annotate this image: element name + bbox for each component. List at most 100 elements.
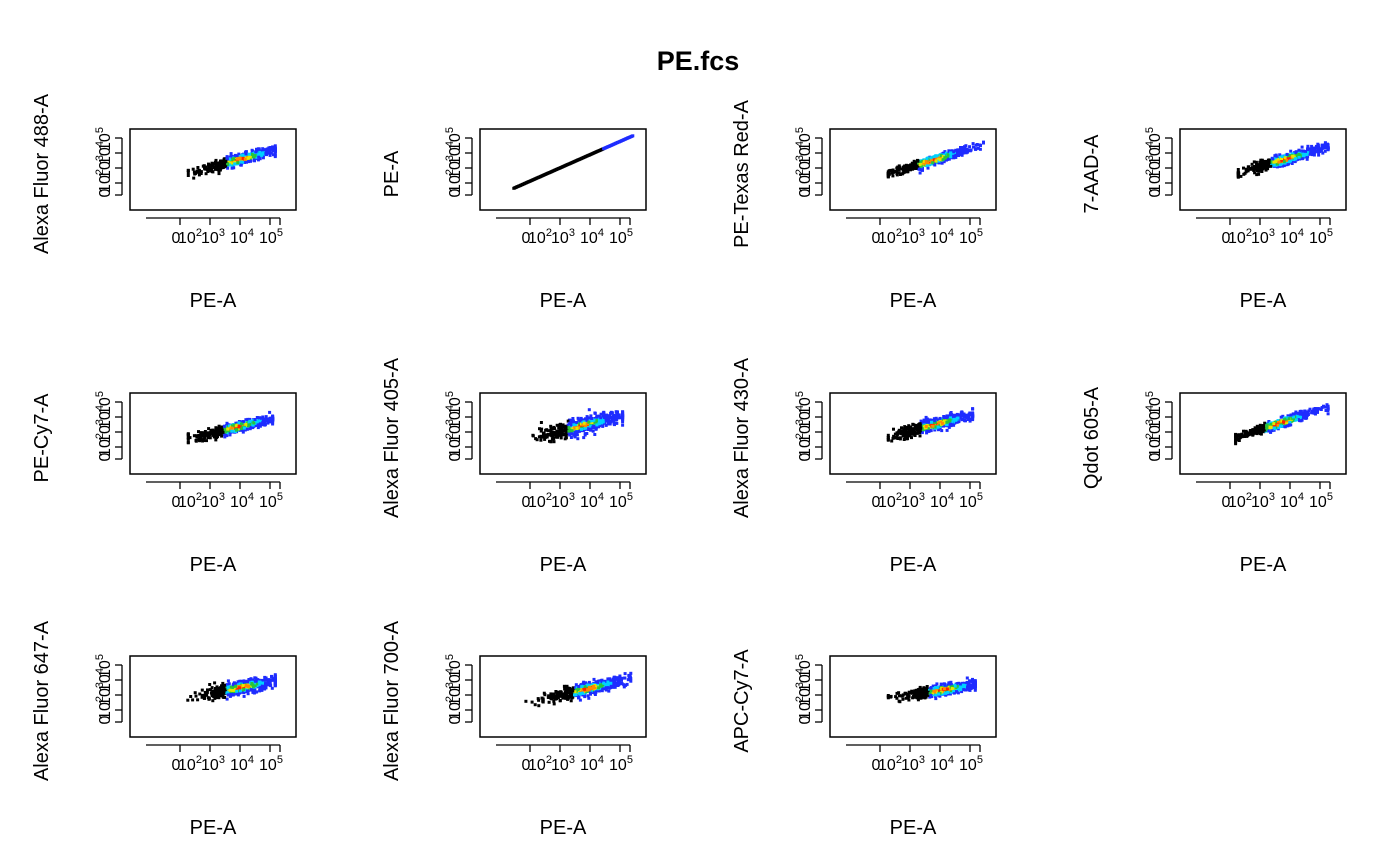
x-axis-label: PE-A [540, 290, 587, 312]
density-point [1270, 160, 1274, 164]
density-point [924, 425, 928, 428]
density-point [259, 685, 263, 689]
density-point [271, 145, 275, 149]
x-tick-label: 104 [580, 227, 604, 247]
density-point [594, 420, 597, 424]
density-point [243, 161, 247, 164]
density-point [220, 429, 224, 432]
x-tick-label: 102 [178, 227, 202, 247]
density-point [224, 164, 228, 168]
density-point [585, 417, 589, 421]
density-point [594, 419, 598, 422]
density-point [1246, 165, 1250, 169]
density-point [247, 154, 251, 158]
density-point [582, 421, 586, 425]
density-point [222, 427, 226, 431]
density-point [566, 427, 570, 431]
density-point [220, 165, 224, 169]
density-point [1306, 150, 1310, 154]
density-point [895, 166, 899, 170]
density-point [952, 415, 956, 419]
density-point [926, 427, 930, 431]
x-tick-label: 104 [580, 754, 604, 774]
density-point [952, 423, 956, 427]
density-point [571, 686, 575, 690]
density-point [552, 431, 556, 435]
density-point [252, 158, 256, 162]
density-point [593, 433, 597, 436]
density-point [198, 439, 202, 443]
density-point [1310, 144, 1314, 148]
density-point [206, 696, 210, 700]
density-point [625, 682, 629, 686]
x-tick-label: 105 [609, 754, 633, 774]
density-point [608, 686, 612, 690]
density-point [254, 150, 258, 154]
density-point [958, 149, 962, 153]
density-point [211, 428, 215, 432]
density-point [234, 421, 238, 425]
density-point [605, 418, 609, 422]
density-point [916, 159, 920, 163]
density-point [195, 169, 199, 173]
density-point [558, 425, 561, 429]
y-tick-label: 105 [94, 654, 114, 678]
density-point [982, 140, 985, 144]
density-point [595, 414, 599, 418]
density-point [212, 695, 216, 699]
density-point [1303, 409, 1307, 413]
density-point [947, 423, 951, 427]
density-point [1257, 172, 1261, 176]
density-point [253, 684, 257, 687]
density-point [924, 421, 928, 425]
density-point [934, 159, 938, 163]
density-point [220, 161, 224, 165]
density-point [593, 417, 597, 420]
density-point [927, 429, 931, 433]
density-point [233, 153, 237, 157]
density-point [911, 167, 915, 171]
x-tick-label: 102 [528, 491, 552, 511]
density-point [583, 418, 587, 422]
density-point [959, 151, 963, 155]
density-point [946, 153, 950, 157]
density-point [965, 150, 969, 154]
density-point [248, 417, 252, 421]
density-point [964, 144, 968, 148]
density-point [192, 170, 196, 174]
density-point [1238, 435, 1242, 439]
density-point [252, 154, 256, 158]
density-point [933, 428, 937, 432]
density-point [589, 424, 593, 428]
density-point [1287, 417, 1291, 421]
density-point [562, 429, 566, 433]
density-point [914, 162, 917, 166]
density-point [558, 423, 562, 427]
density-point [904, 435, 908, 439]
density-point [233, 429, 237, 433]
y-axis-label: Qdot 605-A [1081, 386, 1103, 489]
density-point [186, 436, 190, 440]
density-point [895, 434, 899, 438]
density-point [1279, 159, 1283, 163]
density-points [512, 134, 635, 190]
density-point [603, 416, 606, 419]
density-point [922, 160, 926, 164]
density-point [967, 148, 971, 152]
density-point [247, 678, 251, 681]
density-point [264, 676, 268, 680]
density-point [221, 681, 225, 685]
density-point [1291, 412, 1295, 416]
density-point [611, 678, 615, 682]
density-point [579, 424, 583, 428]
density-point [1257, 430, 1261, 433]
density-point [1318, 147, 1322, 151]
density-point [531, 433, 535, 437]
density-point [237, 421, 241, 425]
x-tick-label: 105 [609, 227, 633, 247]
x-tick-label: 104 [230, 227, 254, 247]
density-point [916, 430, 920, 434]
density-point [197, 437, 201, 441]
